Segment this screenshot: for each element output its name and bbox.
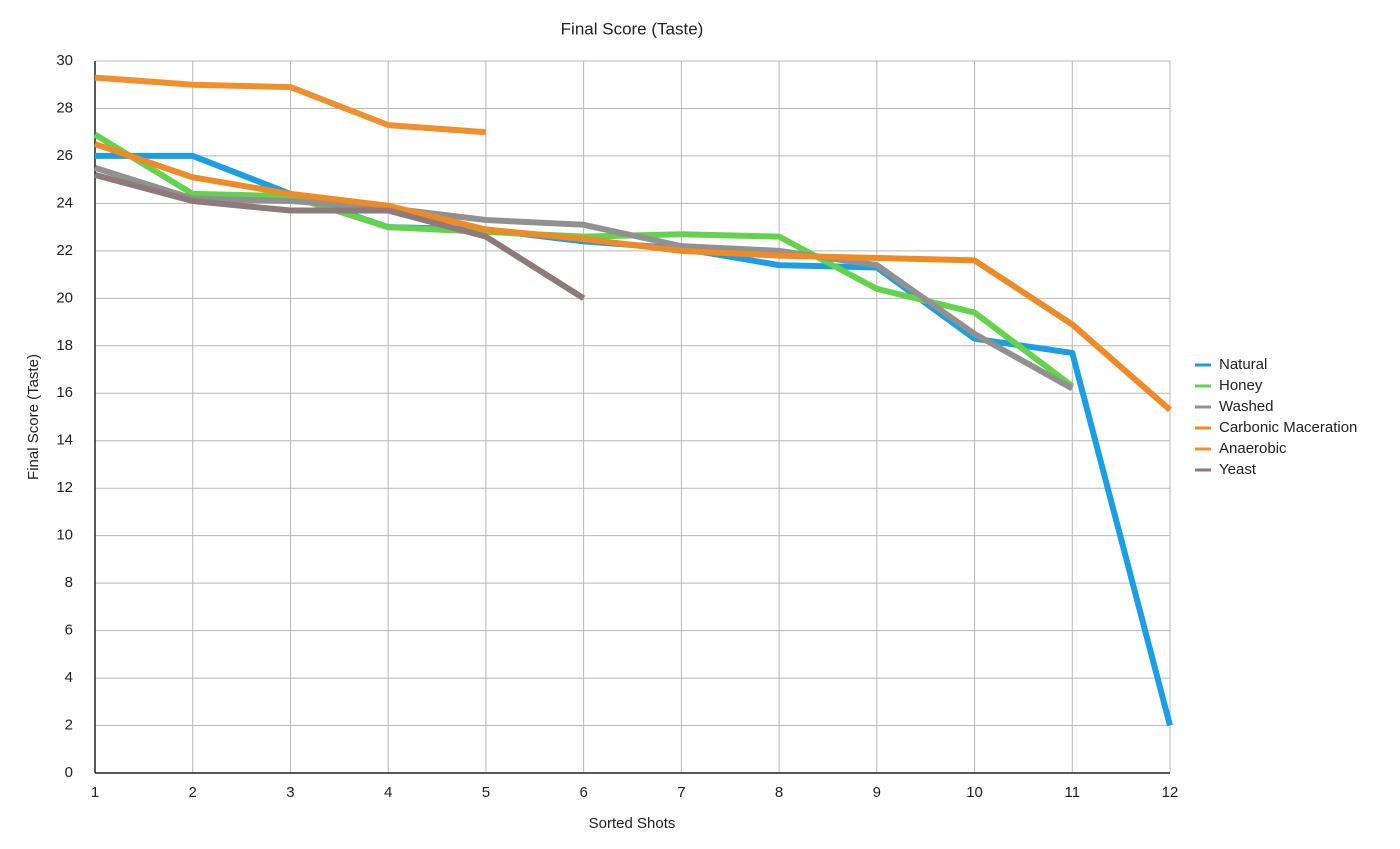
y-tick-label: 24: [56, 194, 73, 211]
series-line: [94, 172, 586, 301]
x-tick-label: 2: [189, 784, 197, 801]
legend-label: Anaerobic: [1219, 440, 1287, 457]
y-tick-label: 22: [56, 242, 73, 259]
x-tick-label: 10: [966, 784, 983, 801]
x-tick-label: 8: [775, 784, 783, 801]
y-tick-label: 18: [56, 337, 73, 354]
y-tick-label: 6: [65, 622, 73, 639]
y-tick-label: 26: [56, 147, 73, 164]
legend-label: Honey: [1219, 377, 1263, 394]
x-tick-label: 12: [1162, 784, 1179, 801]
x-tick-label: 9: [873, 784, 881, 801]
x-tick-label: 11: [1064, 784, 1080, 801]
y-tick-label: 30: [56, 52, 73, 69]
y-tick-label: 8: [65, 574, 73, 591]
x-axis-label: Sorted Shots: [589, 815, 676, 832]
legend-label: Yeast: [1219, 461, 1257, 478]
x-tick-label: 7: [677, 784, 685, 801]
y-tick-label: 28: [56, 99, 73, 116]
y-tick-label: 20: [56, 289, 73, 306]
series-line: [94, 141, 1172, 413]
legend-label: Natural: [1219, 356, 1267, 373]
x-tick-label: 6: [579, 784, 587, 801]
series-line: [94, 74, 487, 136]
x-tick-label: 4: [384, 784, 392, 801]
legend-label: Washed: [1219, 398, 1273, 415]
x-tick-label: 5: [482, 784, 490, 801]
y-tick-label: 10: [56, 527, 73, 544]
legend-label: Carbonic Maceration: [1219, 419, 1357, 436]
x-tick-label: 3: [286, 784, 294, 801]
chart-title: Final Score (Taste): [561, 19, 704, 38]
series-line: [94, 164, 1074, 392]
y-tick-label: 2: [65, 717, 73, 734]
y-tick-label: 16: [56, 384, 73, 401]
y-tick-label: 0: [65, 764, 73, 781]
y-axis-label: Final Score (Taste): [25, 354, 42, 480]
x-tick-label: 1: [91, 784, 99, 801]
y-tick-label: 12: [56, 479, 73, 496]
y-tick-label: 4: [65, 669, 73, 686]
y-tick-label: 14: [56, 432, 73, 449]
